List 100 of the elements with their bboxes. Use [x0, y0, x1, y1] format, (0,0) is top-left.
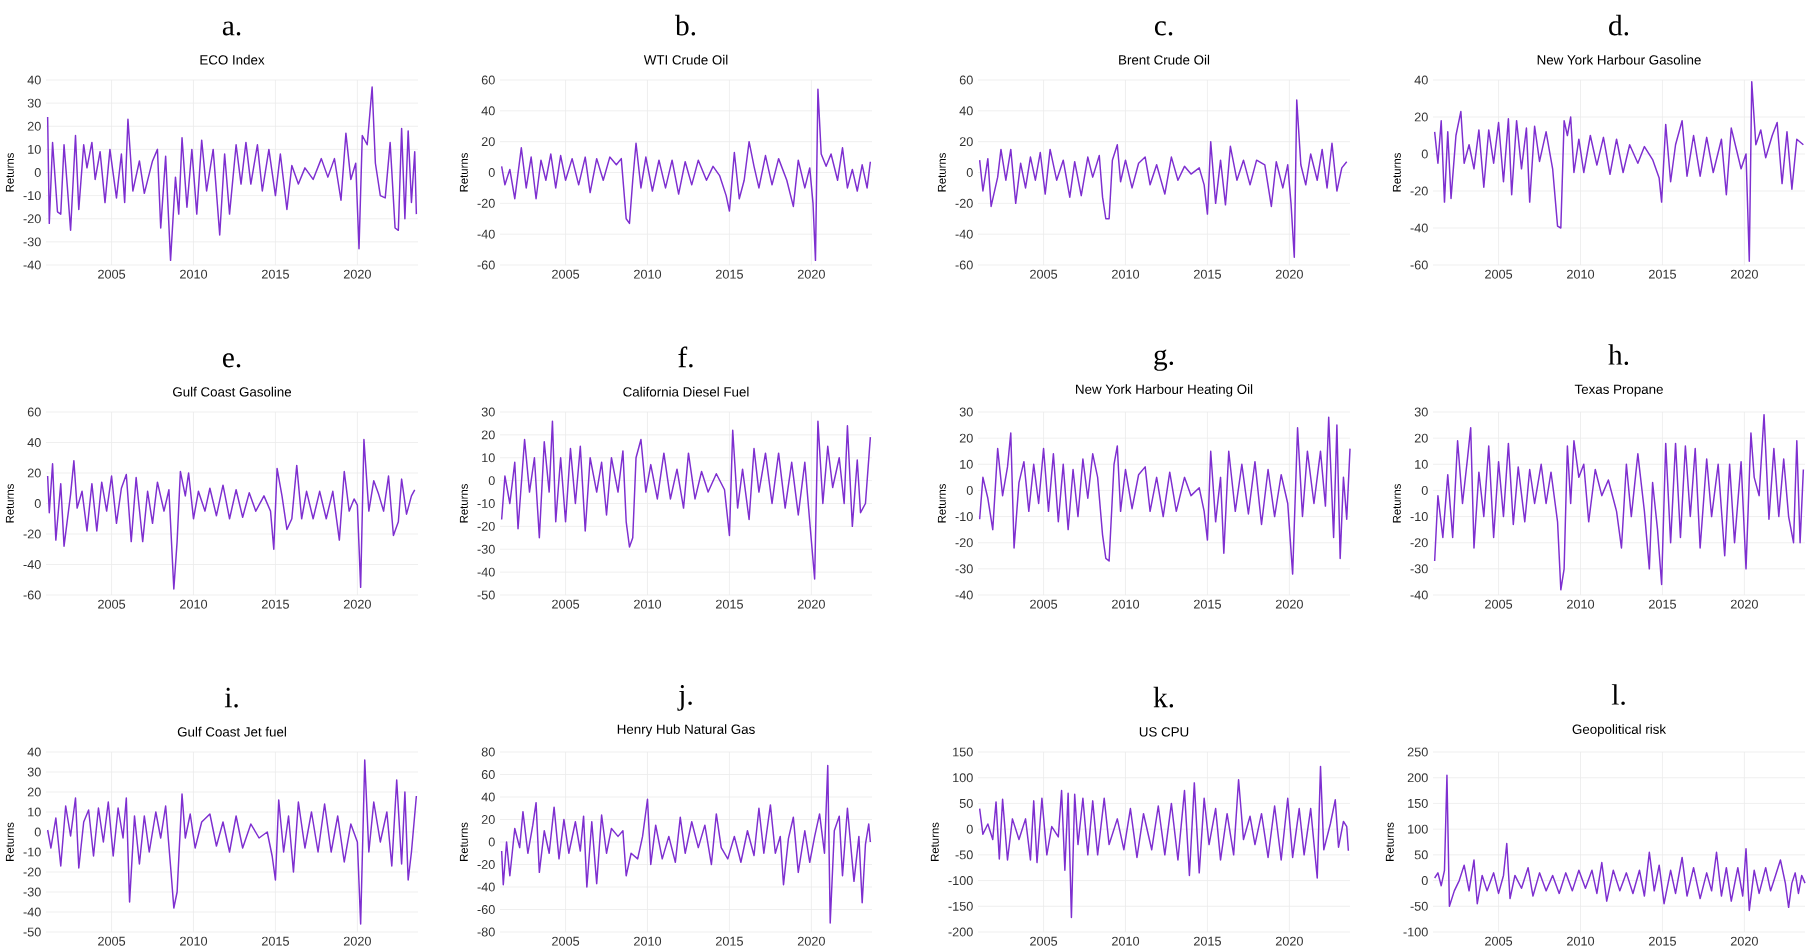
chart-subtitle: US CPU [1139, 727, 1189, 737]
x-tick-label: 2010 [1112, 599, 1140, 609]
x-tick-label: 2005 [1485, 269, 1513, 279]
y-axis-title: Returns [5, 153, 14, 192]
y-tick-label: 0 [1421, 485, 1428, 495]
x-tick-label: 2015 [715, 936, 743, 946]
chart-subtitle: Geopolitical risk [1572, 724, 1667, 737]
chart-title: b. [675, 14, 696, 36]
x-tick-label: 2020 [1730, 599, 1758, 609]
y-tick-label: -10 [1410, 512, 1428, 521]
y-tick-label: 150 [953, 747, 973, 757]
y-axis-title: Returns [459, 153, 468, 192]
y-tick-label: -40 [477, 882, 495, 892]
y-tick-label: -150 [948, 901, 973, 911]
x-tick-label: 2010 [180, 599, 208, 609]
y-tick-label: 20 [1414, 433, 1428, 443]
y-tick-label: -40 [477, 229, 495, 239]
chart-subtitle: Gulf Coast Gasoline [173, 386, 292, 397]
y-axis-title: Returns [937, 153, 946, 192]
y-tick-label: 30 [27, 767, 41, 777]
chart-subtitle: Brent Crude Oil [1119, 54, 1210, 65]
y-tick-label: -20 [477, 198, 495, 208]
x-tick-label: 2010 [180, 269, 208, 279]
x-tick-label: 2020 [343, 936, 371, 946]
x-tick-label: 2005 [1030, 269, 1058, 279]
chart-subtitle: WTI Crude Oil [643, 54, 728, 65]
x-tick-label: 2005 [1030, 936, 1058, 946]
y-axis-title: Returns [5, 822, 14, 861]
y-tick-label: -40 [955, 590, 973, 600]
line-series [46, 86, 418, 262]
y-tick-label: 40 [27, 747, 41, 757]
y-tick-label: 20 [959, 137, 973, 147]
y-tick-label: 30 [27, 98, 41, 108]
y-tick-label: -100 [948, 876, 973, 885]
chart-title: g. [1154, 349, 1174, 371]
y-tick-label: 0 [966, 824, 973, 834]
y-tick-label: -40 [1410, 590, 1428, 600]
y-tick-label: -100 [1403, 927, 1428, 937]
x-tick-label: 2015 [1648, 599, 1676, 609]
y-tick-label: -20 [23, 529, 41, 539]
y-tick-label: 10 [28, 807, 41, 817]
chart-title: f. [678, 346, 693, 368]
y-tick-label: 30 [481, 407, 495, 417]
x-tick-label: 2020 [1730, 936, 1758, 946]
y-tick-label: 60 [959, 75, 973, 85]
y-tick-label: 200 [1407, 773, 1428, 783]
y-tick-label: -20 [23, 214, 41, 224]
y-tick-label: -10 [477, 498, 495, 508]
y-tick-label: -50 [1410, 901, 1428, 911]
y-tick-label: 60 [481, 769, 495, 779]
x-tick-label: 2015 [715, 599, 743, 609]
x-tick-label: 2020 [1730, 269, 1758, 279]
chart-subtitle: Henry Hub Natural Gas [617, 724, 755, 737]
x-tick-label: 2015 [261, 269, 289, 279]
y-tick-label: 40 [959, 106, 973, 116]
chart-subtitle: Texas Propane [1574, 384, 1663, 397]
x-tick-label: 2015 [261, 599, 289, 609]
y-tick-label: 100 [1408, 824, 1428, 834]
y-tick-label: -50 [955, 850, 973, 860]
y-tick-label: 20 [1414, 112, 1428, 122]
chart-title: l. [1611, 684, 1625, 705]
x-tick-label: 2015 [1193, 936, 1221, 946]
chart-subtitle: ECO Index [200, 54, 265, 65]
x-tick-label: 2015 [1193, 269, 1221, 279]
y-tick-label: -40 [23, 260, 41, 270]
y-tick-label: 30 [1414, 407, 1428, 417]
y-axis-title: Returns [937, 484, 946, 523]
y-tick-label: 0 [34, 498, 41, 508]
y-tick-label: 0 [488, 167, 495, 177]
y-axis-title: Returns [5, 484, 14, 523]
y-tick-label: 20 [481, 137, 495, 147]
y-tick-label: 20 [481, 814, 495, 824]
x-tick-label: 2005 [552, 599, 580, 609]
y-tick-label: -10 [23, 191, 41, 201]
y-tick-label: -20 [23, 867, 41, 877]
chart-title: e. [222, 353, 241, 368]
y-tick-label: 40 [1414, 75, 1428, 85]
y-tick-label: -10 [23, 847, 41, 857]
line-series [1433, 81, 1805, 262]
y-tick-label: -60 [23, 590, 41, 600]
y-tick-label: 0 [966, 485, 973, 495]
x-tick-label: 2010 [634, 936, 662, 946]
y-axis-title: Returns [1385, 822, 1394, 861]
x-tick-label: 2005 [1030, 599, 1058, 609]
y-axis-title: Returns [459, 484, 468, 523]
x-tick-label: 2015 [1648, 936, 1676, 946]
chart-subtitle: New York Harbour Heating Oil [1076, 384, 1253, 397]
chart-subtitle: Gulf Coast Jet fuel [177, 726, 286, 737]
x-tick-label: 2020 [343, 599, 371, 609]
y-tick-label: 10 [960, 459, 973, 469]
line-series [1433, 774, 1806, 912]
line-series [46, 759, 418, 925]
y-tick-label: 0 [966, 167, 973, 177]
y-tick-label: 20 [27, 468, 41, 478]
chart-title: c. [1154, 21, 1173, 36]
y-tick-label: -60 [477, 260, 495, 270]
y-tick-label: -40 [477, 567, 495, 577]
chart-title: a. [222, 21, 241, 36]
y-tick-label: -50 [23, 927, 41, 937]
y-tick-label: 50 [959, 798, 973, 808]
